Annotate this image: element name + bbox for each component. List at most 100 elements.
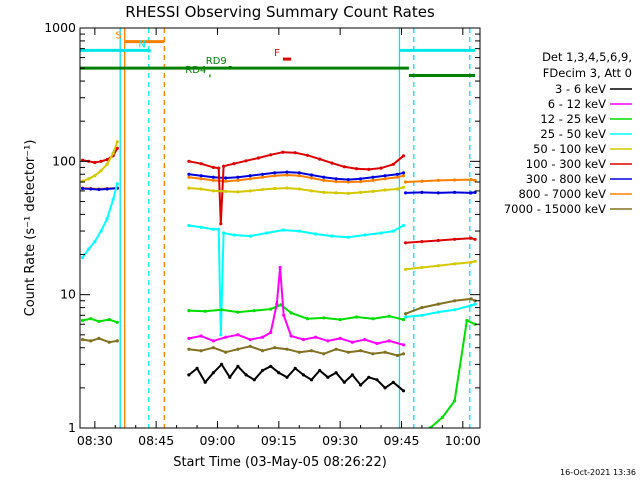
legend-entry-label: 25 - 50 keV — [540, 127, 606, 141]
data-point — [93, 160, 97, 165]
data-point — [224, 176, 228, 180]
data-point — [236, 178, 240, 182]
data-point — [285, 375, 289, 379]
data-point — [309, 176, 314, 180]
data-point — [297, 171, 301, 175]
data-point — [401, 318, 406, 322]
data-point — [203, 380, 207, 384]
x-tick-label: 09:15 — [261, 433, 297, 448]
data-point — [116, 433, 119, 436]
legend-entry-label: 12 - 25 keV — [540, 112, 606, 126]
series-line-100-300-keV — [405, 237, 476, 244]
data-point — [107, 340, 111, 344]
data-point — [346, 350, 350, 354]
data-point — [469, 191, 473, 195]
data-point — [453, 178, 457, 182]
data-point — [346, 178, 350, 182]
x-tick-label: 10:00 — [445, 433, 481, 448]
data-point — [236, 310, 240, 314]
data-point — [314, 232, 318, 236]
data-point — [220, 308, 224, 312]
data-point — [367, 167, 371, 171]
data-point — [97, 187, 101, 192]
data-point — [107, 318, 111, 322]
data-point — [293, 366, 297, 370]
data-point — [404, 315, 408, 319]
data-point — [81, 186, 85, 191]
data-point — [273, 171, 277, 175]
data-point — [346, 191, 350, 195]
data-point — [275, 302, 279, 306]
data-point — [354, 315, 359, 319]
data-point — [379, 231, 383, 235]
data-point — [97, 319, 101, 323]
data-point — [219, 222, 223, 226]
data-point — [395, 353, 399, 358]
data-point — [436, 238, 440, 243]
data-point — [187, 175, 191, 179]
data-point — [282, 313, 286, 317]
legend-entry-label: 6 - 12 keV — [548, 97, 606, 111]
data-point — [383, 177, 387, 181]
data-point — [252, 309, 256, 313]
data-point — [297, 187, 301, 191]
data-point — [222, 164, 226, 168]
data-point — [289, 311, 293, 315]
data-point — [115, 320, 119, 324]
data-point — [453, 308, 457, 312]
data-point — [436, 302, 440, 306]
data-point — [395, 172, 399, 176]
data-point — [354, 167, 359, 171]
x-tick-label: 08:45 — [138, 433, 174, 448]
data-point — [211, 339, 215, 343]
data-point — [469, 260, 473, 264]
data-point — [115, 339, 119, 343]
data-point — [436, 191, 440, 195]
data-point — [334, 180, 338, 184]
data-point — [371, 175, 375, 179]
series-line-25-50-keV — [81, 183, 119, 259]
x-axis-label: Start Time (03-May-05 08:26:22) — [173, 455, 387, 470]
flag-label: RD9 — [206, 56, 227, 67]
data-point — [342, 165, 346, 169]
data-point — [330, 234, 334, 238]
data-point — [375, 341, 379, 346]
data-point — [363, 338, 367, 342]
data-point — [278, 265, 282, 270]
data-point — [309, 378, 314, 382]
data-point — [248, 344, 252, 348]
data-point — [269, 330, 273, 335]
data-point — [115, 146, 119, 150]
data-point — [285, 347, 289, 351]
data-point — [346, 235, 350, 239]
data-point — [473, 302, 477, 306]
data-point — [469, 236, 473, 240]
data-point — [89, 339, 93, 343]
data-point — [269, 364, 273, 368]
data-point — [236, 364, 240, 368]
data-point — [211, 178, 215, 182]
data-point — [395, 187, 399, 191]
data-point — [105, 162, 109, 166]
data-point — [224, 179, 228, 183]
data-point — [391, 380, 395, 384]
data-point — [297, 350, 301, 354]
data-point — [219, 333, 223, 337]
data-point — [105, 158, 109, 162]
data-point — [111, 151, 115, 155]
data-point — [285, 170, 289, 174]
data-point — [99, 159, 103, 163]
legend-entry-label: 3 - 6 keV — [555, 82, 606, 96]
data-point — [334, 191, 338, 195]
data-point — [211, 371, 215, 375]
plot-frame — [79, 27, 481, 429]
data-point — [420, 179, 424, 183]
data-point — [469, 303, 473, 308]
data-point — [187, 373, 191, 377]
data-point — [404, 312, 408, 316]
data-point — [111, 197, 115, 201]
data-point — [232, 162, 236, 166]
data-point — [187, 309, 191, 313]
data-point — [305, 317, 310, 321]
data-point — [115, 182, 119, 186]
